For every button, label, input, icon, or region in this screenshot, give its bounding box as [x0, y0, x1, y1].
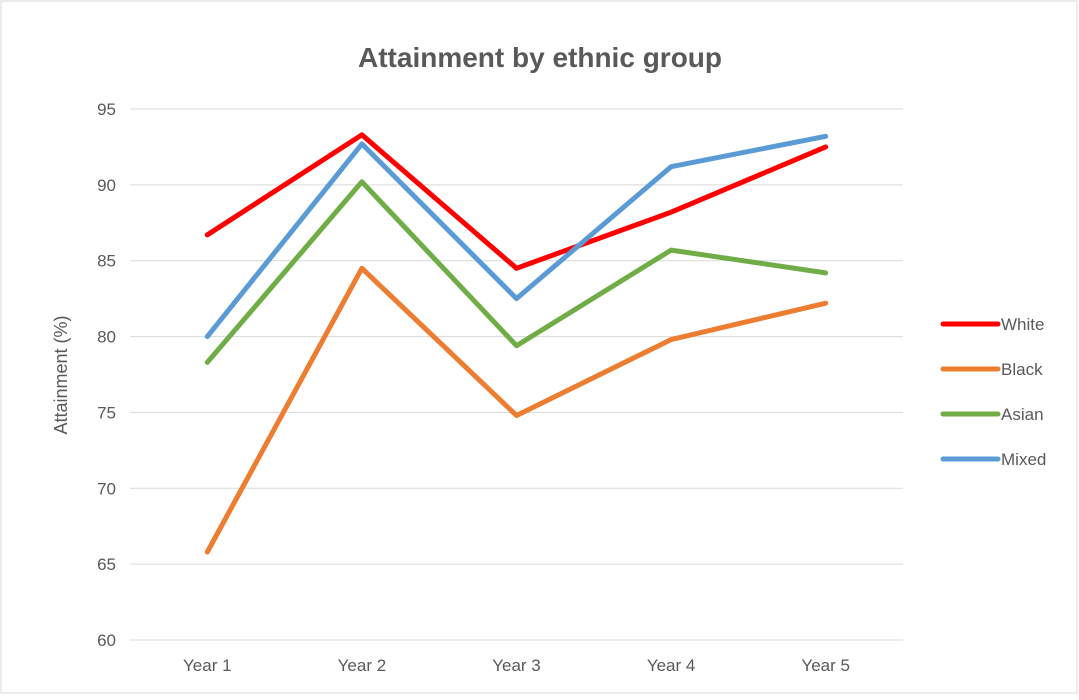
legend-label-asian: Asian — [1001, 405, 1044, 424]
chart-title: Attainment by ethnic group — [358, 42, 722, 73]
x-tick-labels: Year 1 Year 2 Year 3 Year 4 Year 5 — [183, 656, 850, 675]
series-lines — [204, 132, 829, 555]
x-tick-label: Year 5 — [801, 656, 850, 675]
x-tick-label: Year 1 — [183, 656, 232, 675]
y-tick-labels: 60 65 70 75 80 85 90 95 — [97, 100, 116, 650]
series-line-mixed — [204, 133, 829, 340]
y-axis-label: Attainment (%) — [51, 315, 71, 434]
x-tick-label: Year 4 — [647, 656, 696, 675]
legend-label-mixed: Mixed — [1001, 450, 1046, 469]
y-tick-label: 85 — [97, 252, 116, 271]
y-tick-label: 95 — [97, 100, 116, 119]
x-tick-label: Year 2 — [338, 656, 387, 675]
legend-label-black: Black — [1001, 360, 1043, 379]
series-line-asian — [204, 179, 829, 365]
y-tick-label: 60 — [97, 631, 116, 650]
legend-label-white: White — [1001, 315, 1044, 334]
y-tick-label: 80 — [97, 328, 116, 347]
x-tick-label: Year 3 — [492, 656, 541, 675]
series-line-white — [204, 132, 829, 271]
gridlines — [130, 108, 903, 641]
y-tick-label: 90 — [97, 176, 116, 195]
series-line-black — [204, 265, 829, 555]
y-tick-label: 70 — [97, 479, 116, 498]
y-tick-label: 65 — [97, 555, 116, 574]
legend: White Black Asian Mixed — [940, 315, 1046, 469]
y-tick-label: 75 — [97, 403, 116, 422]
